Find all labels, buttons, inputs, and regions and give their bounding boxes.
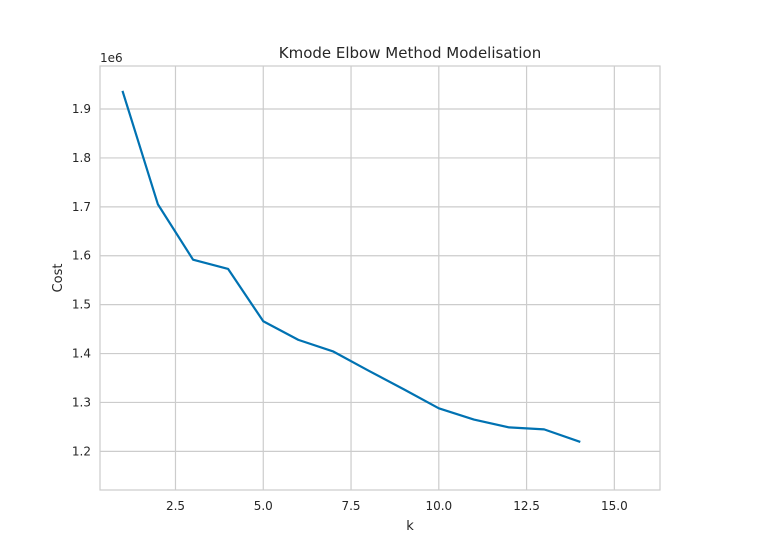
- y-axis-label: Cost: [51, 264, 66, 293]
- y-tick-label: 1.6: [72, 249, 91, 263]
- y-tick-label: 1.4: [72, 347, 91, 361]
- x-tick-label: 2.5: [166, 499, 185, 513]
- x-tick-label: 7.5: [341, 499, 360, 513]
- x-tick-label: 15.0: [601, 499, 628, 513]
- y-axis-offset-label: 1e6: [100, 51, 123, 65]
- y-tick-label: 1.3: [72, 395, 91, 409]
- x-tick-label: 12.5: [513, 499, 540, 513]
- y-tick-label: 1.7: [72, 200, 91, 214]
- x-tick-label: 5.0: [254, 499, 273, 513]
- series-layer: [121, 90, 581, 443]
- cost-series-line: [121, 90, 581, 443]
- x-axis-label: k: [406, 519, 414, 534]
- y-tick-label: 1.2: [72, 444, 91, 458]
- grid-layer: [100, 66, 660, 490]
- y-tick-label: 1.9: [72, 102, 91, 116]
- x-tick-label: 10.0: [425, 499, 452, 513]
- y-tick-label: 1.8: [72, 151, 91, 165]
- chart-title: Kmode Elbow Method Modelisation: [279, 44, 542, 62]
- x-axis-ticks: 2.5 5.0 7.5 10.0 12.5 15.0: [166, 499, 628, 513]
- y-tick-label: 1.5: [72, 298, 91, 312]
- y-axis-ticks: 1.2 1.3 1.4 1.5 1.6 1.7 1.8 1.9: [72, 102, 91, 458]
- plot-frame: [99, 65, 661, 491]
